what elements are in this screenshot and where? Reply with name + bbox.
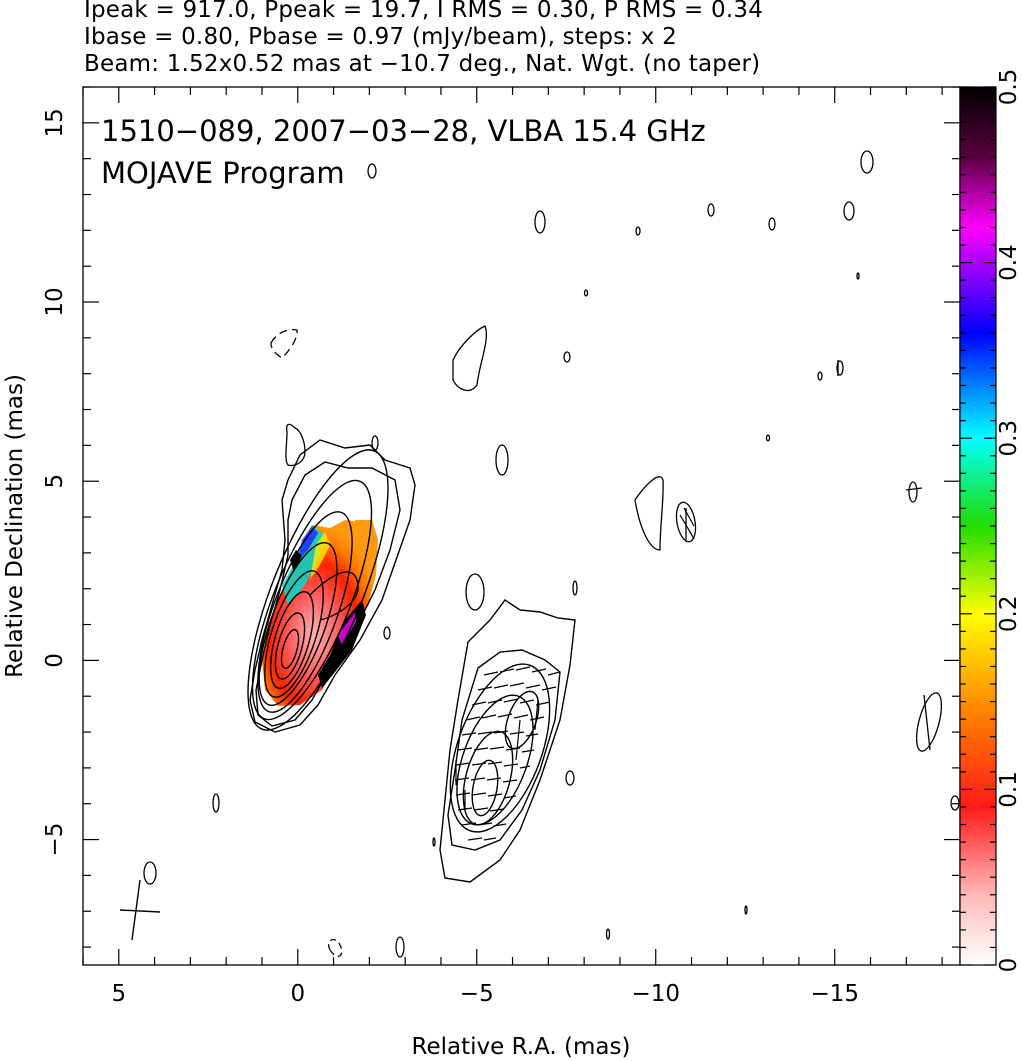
noise-contours (119, 150, 960, 958)
y-tick-label: 0 (42, 653, 68, 668)
header-line-3: Beam: 1.52x0.52 mas at −10.7 deg., Nat. … (84, 51, 761, 77)
colorbar-tick-label: 0 (996, 958, 1022, 973)
sw-component-contours (439, 599, 576, 883)
x-tick-label: 5 (111, 981, 126, 1007)
polarization-vectors (454, 507, 695, 841)
colorbar-tick-label: 0.1 (996, 771, 1022, 808)
colorbar-tick-label: 0.5 (996, 69, 1022, 106)
map-layer (119, 150, 960, 958)
colorbar-tick-label: 0.2 (996, 596, 1022, 633)
y-tick-label: −5 (42, 823, 68, 857)
x-tick-label: −15 (810, 981, 859, 1007)
y-axis-label: Relative Declination (mas) (2, 374, 28, 678)
y-tick-label: 5 (42, 474, 68, 489)
y-axis: −5 0 5 10 15 (42, 86, 960, 948)
header-line-2: Ibase = 0.80, Pbase = 0.97 (mJy/beam), s… (84, 24, 677, 50)
x-tick-label: 0 (290, 981, 305, 1007)
colorbar-tick-label: 0.4 (996, 244, 1022, 281)
y-tick-label: 15 (42, 108, 68, 137)
colorbar-tick-label: 0.3 (996, 420, 1022, 457)
chart-title: 1510−089, 2007−03−28, VLBA 15.4 GHz (101, 114, 706, 148)
core-contours (247, 439, 416, 733)
plot-frame (82, 86, 961, 966)
header-line-1: Ipeak = 917.0, Ppeak = 19.7, I RMS = 0.3… (84, 0, 764, 23)
y-tick-label: 10 (42, 287, 68, 316)
colorbar: 0 0.1 0.2 0.3 0.4 0.5 (959, 69, 1022, 973)
x-axis-label: Relative R.A. (mas) (412, 1034, 631, 1060)
chart-subtitle: MOJAVE Program (101, 156, 345, 190)
x-tick-label: −5 (460, 981, 494, 1007)
x-axis: 5 0 −5 −10 −15 (82, 87, 943, 1007)
x-tick-label: −10 (631, 981, 680, 1007)
